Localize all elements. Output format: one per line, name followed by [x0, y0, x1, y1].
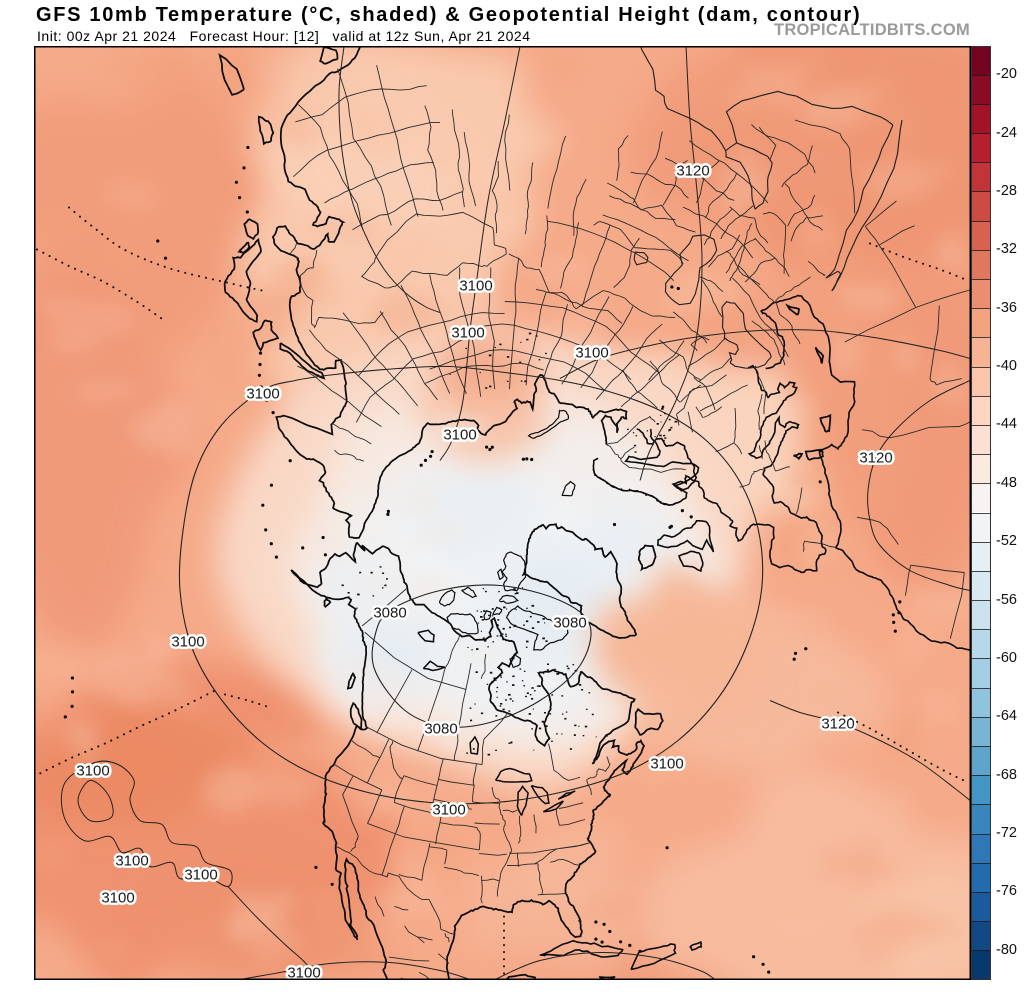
svg-text:3100: 3100: [650, 755, 683, 772]
svg-text:3100: 3100: [287, 964, 320, 980]
svg-text:3100: 3100: [115, 852, 148, 869]
svg-text:3100: 3100: [76, 762, 109, 779]
svg-text:3120: 3120: [821, 715, 854, 732]
svg-text:3100: 3100: [101, 889, 134, 906]
svg-text:3100: 3100: [432, 801, 465, 818]
svg-text:3120: 3120: [676, 162, 709, 179]
svg-text:3100: 3100: [451, 324, 484, 341]
svg-text:3100: 3100: [575, 344, 608, 361]
svg-text:3100: 3100: [184, 866, 217, 883]
svg-text:3100: 3100: [171, 633, 204, 650]
svg-text:3100: 3100: [246, 385, 279, 402]
svg-text:3120: 3120: [859, 449, 892, 466]
svg-text:3100: 3100: [459, 277, 492, 294]
svg-text:3080: 3080: [373, 604, 406, 621]
svg-text:3100: 3100: [443, 426, 476, 443]
svg-text:3080: 3080: [424, 720, 457, 737]
svg-text:3080: 3080: [553, 614, 586, 631]
